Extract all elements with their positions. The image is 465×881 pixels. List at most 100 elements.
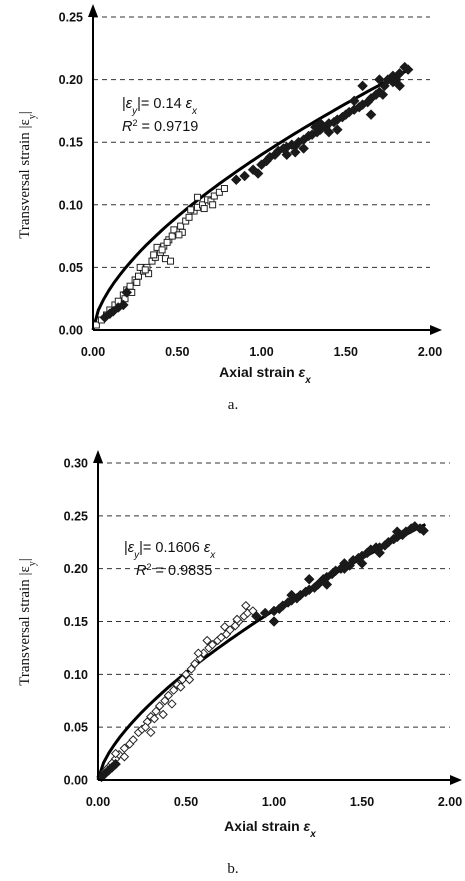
- data-point: [126, 282, 134, 290]
- data-point: [207, 640, 218, 650]
- data-point: [312, 579, 324, 590]
- data-points: [92, 61, 414, 329]
- y-tick-labels: 0.00 0.05 0.10 0.15 0.20 0.25: [59, 11, 83, 338]
- data-point: [357, 80, 368, 92]
- data-point: [247, 164, 259, 176]
- data-point: [252, 168, 264, 179]
- chart-panel-b: 0.00 0.05 0.10 0.15 0.20 0.25 0.30 0.00 0.50 1.0…: [17, 450, 462, 877]
- data-point: [298, 143, 309, 154]
- x-axis-label: Axial strain εx: [224, 818, 316, 840]
- r2-sup: 2: [146, 562, 151, 572]
- data-point: [251, 610, 262, 622]
- panel-caption-b: b.: [227, 861, 238, 877]
- gridlines: [98, 462, 450, 728]
- data-point: [185, 213, 193, 221]
- data-point: [177, 674, 188, 685]
- y-tick-label: 0.00: [59, 324, 83, 338]
- data-point: [121, 287, 133, 298]
- y-tick-label: 0.10: [64, 668, 88, 682]
- fit-line: [91, 67, 411, 331]
- data-point: [286, 589, 297, 601]
- fit-curve: [91, 67, 411, 331]
- data-point: [193, 648, 204, 658]
- data-point: [181, 669, 191, 680]
- r2-value: = 0.9719: [138, 119, 199, 135]
- equation-line-1: |εy|= 0.1606 εx: [124, 540, 216, 561]
- data-point: [167, 699, 177, 709]
- y-tick-labels: 0.00 0.05 0.10 0.15 0.20 0.25 0.30: [64, 457, 88, 788]
- panel-caption-a: a.: [228, 397, 238, 413]
- data-point: [356, 558, 368, 569]
- data-point: [187, 206, 195, 214]
- data-point: [193, 193, 201, 201]
- data-point: [163, 238, 171, 246]
- data-point: [186, 664, 196, 674]
- eq-epsilon-y: ε: [128, 540, 135, 556]
- data-point: [402, 64, 414, 75]
- x-label-text: Axial strain: [219, 364, 294, 380]
- data-point: [303, 573, 315, 585]
- x-tick-label: 1.00: [262, 795, 286, 809]
- y-label-text: Transversal strain |ε: [17, 566, 33, 686]
- data-point: [348, 95, 360, 107]
- y-axis-arrow: [88, 4, 98, 17]
- data-point: [387, 76, 399, 88]
- data-point: [151, 706, 161, 717]
- eq-epsilon-x: ε: [204, 540, 211, 556]
- eq-epsilon-x: ε: [186, 96, 193, 112]
- y-label-sub: y: [27, 561, 38, 566]
- data-point: [150, 251, 158, 259]
- data-point: [323, 126, 335, 138]
- data-point: [168, 685, 179, 695]
- chart-panel-a: 0.00 0.05 0.10 0.15 0.20 0.25 0.00 0.50 1.00 1.5…: [17, 4, 442, 413]
- data-point: [119, 752, 130, 762]
- eq-bar-open: |: [122, 96, 126, 112]
- data-point: [418, 525, 429, 536]
- x-tick-label: 2.00: [418, 345, 442, 359]
- y-axis-arrow: [93, 450, 103, 463]
- axes: [88, 4, 442, 335]
- x-label-sub: x: [304, 375, 311, 386]
- y-tick-label: 0.00: [64, 774, 88, 788]
- x-tick-labels: 0.00 0.50 1.00 1.50 2.00: [81, 345, 442, 359]
- data-point: [133, 278, 141, 286]
- y-axis-label: Transversal strain |εy|: [17, 558, 38, 686]
- y-label-text: Transversal strain |ε: [17, 119, 33, 239]
- y-tick-label: 0.15: [59, 136, 83, 150]
- eq-epsilon-y: ε: [126, 96, 133, 112]
- eq-bar-open: |: [124, 540, 128, 556]
- y-tick-label: 0.30: [64, 457, 88, 471]
- data-point: [268, 616, 280, 627]
- x-axis-label: Axial strain εx: [219, 364, 311, 386]
- data-point: [210, 192, 218, 200]
- x-tick-label: 2.00: [438, 795, 462, 809]
- r2-sup: 2: [132, 118, 137, 128]
- data-point: [281, 149, 293, 161]
- data-point: [239, 170, 251, 182]
- x-tick-label: 1.50: [350, 795, 374, 809]
- x-tick-labels: 0.00 0.50 1.00 1.50 2.00: [86, 795, 462, 809]
- data-point: [190, 659, 200, 669]
- data-point: [149, 714, 160, 724]
- x-tick-label: 1.00: [249, 345, 273, 359]
- y-label-sub: y: [27, 114, 38, 119]
- data-point: [321, 579, 333, 590]
- data-point: [163, 690, 174, 701]
- data-point: [167, 257, 175, 265]
- data-point: [110, 758, 121, 770]
- data-point: [230, 174, 242, 186]
- data-point: [158, 246, 166, 254]
- y-tick-label: 0.25: [59, 11, 83, 25]
- eq-sub-x: x: [191, 106, 198, 117]
- data-point: [331, 124, 343, 136]
- data-point: [220, 185, 228, 193]
- data-point: [377, 89, 389, 100]
- data-point: [141, 266, 149, 274]
- axes: [93, 450, 462, 785]
- x-tick-label: 0.00: [81, 345, 105, 359]
- data-point: [154, 701, 165, 711]
- y-label-end: |: [17, 111, 33, 114]
- x-tick-label: 0.00: [86, 795, 110, 809]
- y-tick-label: 0.05: [59, 261, 83, 275]
- data-point: [117, 299, 129, 311]
